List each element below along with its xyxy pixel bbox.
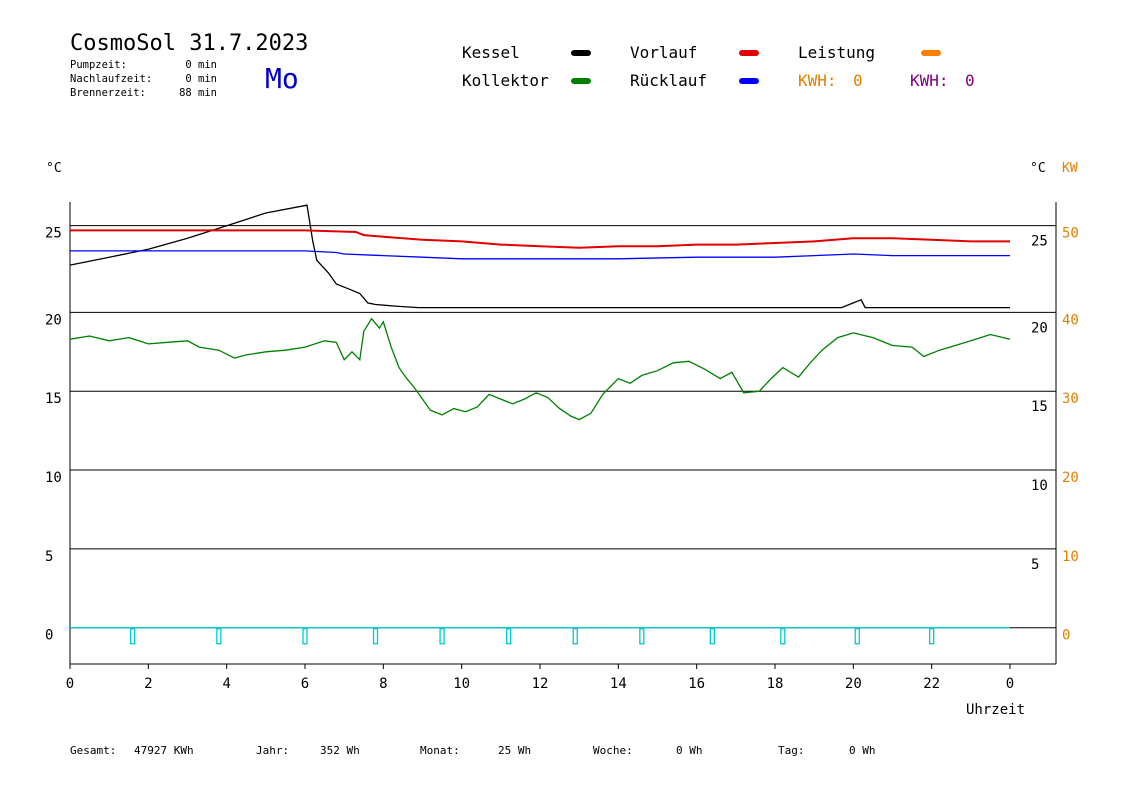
footer-value: 0 Wh <box>849 744 876 757</box>
pump-pulse <box>506 628 512 645</box>
footer-value: 25 Wh <box>498 744 531 757</box>
right-tick-label: 10 <box>1031 478 1048 494</box>
left-tick-label: 5 <box>45 549 53 565</box>
kw-tick-label: 10 <box>1062 549 1079 565</box>
stats-block: Pumpzeit: 0 min Nachlaufzeit: 0 min Brennerz… <box>70 59 217 99</box>
footer-totals: Gesamt: 47927 KWh Jahr: 352 Wh Monat: 25 Wh Wo… <box>70 744 876 757</box>
day-label: Mo <box>265 62 299 95</box>
right-axis-unit: °C <box>1030 161 1046 176</box>
kw-tick-label: 50 <box>1062 226 1079 242</box>
pump-pulse <box>780 628 786 645</box>
footer-label: Gesamt: <box>70 744 116 757</box>
legend-label: Kessel <box>462 43 520 62</box>
legend-label: Rücklauf <box>630 71 707 90</box>
right-tick-label: 15 <box>1031 399 1048 415</box>
pump-pulse <box>439 628 445 645</box>
series-line-kessel <box>69 204 1010 309</box>
footer-value: 0 Wh <box>676 744 703 757</box>
left-tick-label: 20 <box>45 312 62 328</box>
pump-pulse <box>302 628 308 645</box>
x-axis-label: Uhrzeit <box>966 702 1025 718</box>
kw-tick-label: 20 <box>1062 470 1079 486</box>
x-tick-label: 14 <box>610 676 627 692</box>
stat-value: 0 min <box>185 59 217 71</box>
chart-title: CosmoSol 31.7.2023 <box>70 31 308 56</box>
pump-pulse <box>854 628 860 645</box>
x-tick-label: 20 <box>845 676 862 692</box>
pump-pulse <box>709 628 715 645</box>
series-line-ruecklauf <box>70 250 1010 260</box>
stat-label: Pumpzeit: <box>70 59 127 71</box>
footer-label: Tag: <box>778 744 805 757</box>
right-axis-unit-kw: KW <box>1062 161 1078 176</box>
x-tick-label: 8 <box>379 676 387 692</box>
kw-tick-label: 0 <box>1062 628 1070 644</box>
legend-label: Leistung <box>798 43 875 62</box>
kw-tick-label: 30 <box>1062 391 1079 407</box>
stat-value: 0 min <box>185 73 217 85</box>
kwh-label: KWH: <box>910 71 949 90</box>
grid <box>69 202 1057 665</box>
pump-pulse <box>639 628 645 645</box>
kwh-readouts: KWH: 0 KWH: 0 <box>798 71 975 90</box>
series-group <box>69 204 1011 645</box>
x-tick-label: 18 <box>767 676 784 692</box>
legend: Kessel Vorlauf Leistung Kollektor Rücklauf <box>462 43 941 90</box>
right-tick-label: 25 <box>1031 234 1048 250</box>
footer-value: 47927 KWh <box>134 744 194 757</box>
kwh-value: 0 <box>853 71 863 90</box>
x-tick-label: 16 <box>688 676 705 692</box>
pump-pulse <box>130 628 136 645</box>
x-tick-label: 12 <box>532 676 549 692</box>
left-tick-label: 25 <box>45 226 62 242</box>
pump-pulse <box>572 628 578 645</box>
left-tick-label: 0 <box>45 628 53 644</box>
pump-pulse <box>216 628 222 645</box>
kwh-value: 0 <box>965 71 975 90</box>
left-tick-label: 10 <box>45 470 62 486</box>
stat-label: Nachlaufzeit: <box>70 73 152 85</box>
x-tick-label: 2 <box>144 676 152 692</box>
kwh-label: KWH: <box>798 71 837 90</box>
right-tick-label: 5 <box>1031 557 1039 573</box>
legend-label: Kollektor <box>462 71 549 90</box>
x-tick-label: 22 <box>923 676 940 692</box>
ticks: 0 2 4 6 8 10 12 14 16 18 20 22 025201510502520151055… <box>45 226 1079 692</box>
x-tick-label: 10 <box>453 676 470 692</box>
left-tick-label: 15 <box>45 391 62 407</box>
x-tick-label: 0 <box>66 676 74 692</box>
x-tick-label: 6 <box>301 676 309 692</box>
pump-pulse <box>372 628 379 645</box>
footer-label: Jahr: <box>256 744 289 757</box>
legend-label: Vorlauf <box>630 43 697 62</box>
stat-value: 88 min <box>179 87 217 99</box>
footer-label: Woche: <box>593 744 633 757</box>
series-line-kollektor <box>69 317 1011 421</box>
kw-tick-label: 40 <box>1062 312 1079 328</box>
footer-value: 352 Wh <box>320 744 360 757</box>
footer-label: Monat: <box>420 744 460 757</box>
stat-label: Brennerzeit: <box>70 87 146 99</box>
right-tick-label: 20 <box>1031 320 1048 336</box>
pump-pulse <box>929 628 935 645</box>
x-tick-label: 4 <box>222 676 230 692</box>
series-line-vorlauf <box>70 229 1010 249</box>
x-tick-label: 0 <box>1006 676 1014 692</box>
left-axis-unit: °C <box>46 161 62 176</box>
